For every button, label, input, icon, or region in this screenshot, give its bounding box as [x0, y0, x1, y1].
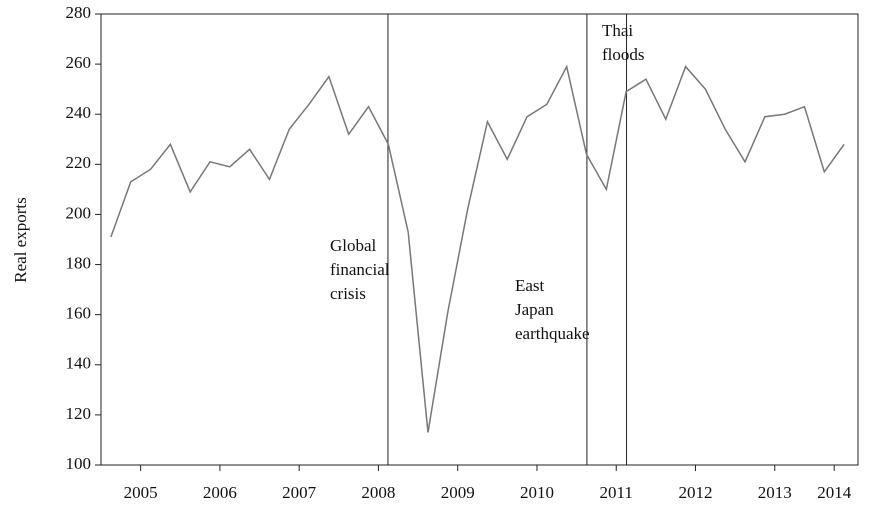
x-tick-label: 2009: [441, 483, 475, 502]
y-tick-label: 180: [66, 253, 92, 272]
plot-frame: [100, 13, 859, 466]
y-tick-label: 200: [66, 203, 92, 222]
annotation: Global: [330, 236, 377, 255]
y-tick-label: 100: [66, 454, 92, 473]
x-tick-label: 2006: [203, 483, 237, 502]
y-tick-label: 260: [66, 53, 92, 72]
y-tick-label: 140: [66, 354, 92, 373]
annotation: financial: [330, 260, 390, 279]
x-tick-label: 2011: [600, 483, 633, 502]
x-tick-label: 2013: [758, 483, 792, 502]
x-tick-label: 2012: [679, 483, 713, 502]
x-tick-label: 2008: [361, 483, 395, 502]
y-tick-label: 160: [66, 304, 92, 323]
annotation: earthquake: [515, 324, 590, 343]
annotation: Thai: [602, 21, 633, 40]
y-tick-label: 280: [66, 3, 92, 22]
annotation: floods: [602, 45, 645, 64]
annotation: crisis: [330, 284, 366, 303]
line: [110, 64, 845, 433]
annotation: East: [515, 276, 545, 295]
y-tick-label: 220: [66, 153, 92, 172]
x-tick-label: 2005: [124, 483, 158, 502]
x-tick-label: 2014: [817, 483, 852, 502]
annotation: Japan: [515, 300, 554, 319]
y-tick-label: 240: [66, 103, 92, 122]
x-tick-label: 2007: [282, 483, 317, 502]
y-tick-label: 120: [66, 404, 92, 423]
y-axis-label: Real exports: [11, 197, 30, 282]
x-tick-label: 2010: [520, 483, 554, 502]
